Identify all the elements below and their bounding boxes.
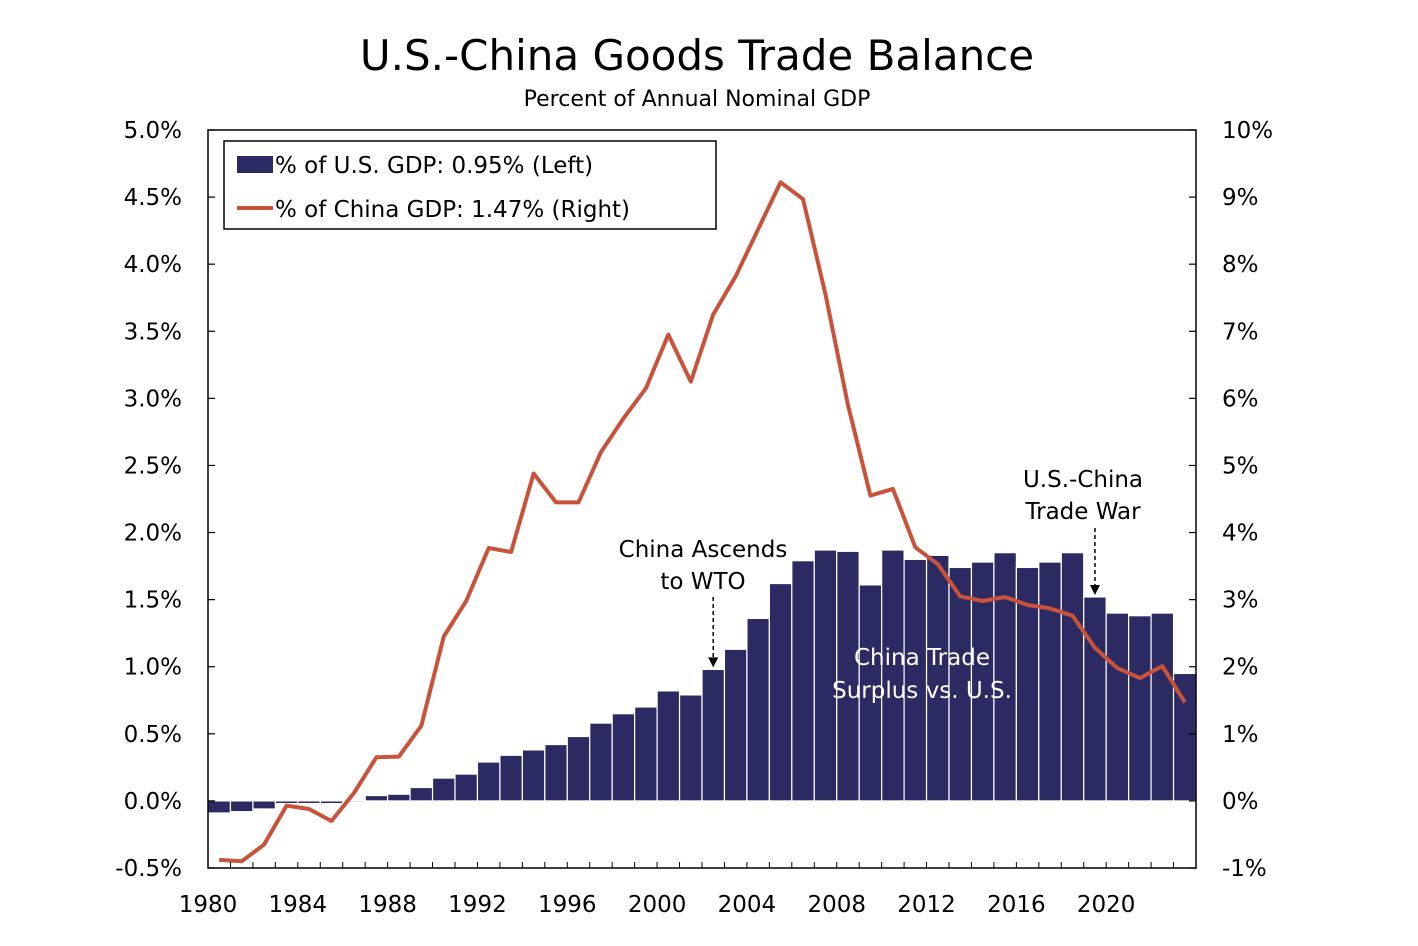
bar-1989 — [409, 786, 434, 802]
right-tick-label: 0% — [1222, 789, 1259, 815]
left-tick-label: 0.5% — [124, 722, 182, 748]
left-tick-label: 2.5% — [124, 453, 182, 479]
axes: -0.5% 0.0% 0.5% 1.0% 1.5% 2.0% 2.5% 3.0% 3.5% 4.0… — [115, 118, 1273, 918]
left-tick-label: 4.0% — [124, 252, 182, 278]
bar-1998 — [611, 713, 636, 802]
left-tick-label: 3.0% — [124, 386, 182, 412]
bar-1994 — [521, 749, 546, 802]
left-tick-label: 3.5% — [124, 319, 182, 345]
chart-title: U.S.-China Goods Trade Balance — [360, 31, 1034, 80]
x-tick-label: 1988 — [358, 892, 417, 918]
right-tick-label: 4% — [1222, 521, 1259, 547]
annotation-surplus-line1: China Trade — [854, 645, 990, 671]
bar-2015 — [993, 552, 1017, 802]
annotation-wto-line1: China Ascends — [619, 537, 788, 563]
bar-1982 — [252, 800, 276, 810]
left-tick-label: 4.5% — [124, 185, 182, 211]
left-tick-label: 2.0% — [124, 521, 182, 547]
bar-1988 — [387, 793, 411, 802]
bar-1995 — [544, 743, 568, 802]
bar-1986 — [342, 800, 366, 803]
annotation-tradewar-line1: U.S.-China — [1023, 467, 1143, 493]
chart-subtitle: Percent of Annual Nominal GDP — [524, 87, 871, 112]
bar-2000 — [656, 690, 681, 802]
left-tick-label: 1.0% — [124, 655, 182, 681]
annotation-tradewar-line2: Trade War — [1024, 499, 1141, 525]
bar-2019 — [1083, 596, 1107, 802]
right-tick-label: 1% — [1222, 722, 1259, 748]
bar-2018 — [1060, 552, 1085, 802]
bar-1984 — [297, 800, 321, 805]
annotations: China Ascends to WTO U.S.-China Trade War Ch… — [619, 467, 1143, 704]
bar-2005 — [768, 582, 793, 802]
x-tick-label: 1984 — [269, 892, 328, 918]
right-tick-label: 2% — [1222, 655, 1259, 681]
bar-2003 — [723, 648, 748, 802]
bar-1987 — [364, 794, 389, 802]
right-tick-label: 9% — [1222, 185, 1259, 211]
legend-label-china: % of China GDP: 1.47% (Right) — [275, 197, 630, 223]
x-tick-label: 1980 — [179, 892, 238, 918]
china-gdp-line — [219, 180, 1187, 864]
bar-2006 — [791, 560, 815, 802]
x-tick-label: 2016 — [987, 892, 1046, 918]
x-tick-label: 2020 — [1077, 892, 1136, 918]
annotation-tradewar-arrow-head — [1089, 584, 1100, 595]
bar-2017 — [1038, 561, 1062, 802]
legend-bar-swatch — [237, 156, 273, 173]
bar-1985 — [319, 800, 344, 805]
bar-2002 — [701, 668, 726, 802]
x-tick-label: 2004 — [718, 892, 777, 918]
bar-1996 — [566, 735, 591, 802]
annotation-wto-arrow-head — [708, 657, 719, 668]
bar-1990 — [431, 777, 456, 802]
plot-area — [207, 180, 1197, 864]
x-tick-label: 1992 — [448, 892, 507, 918]
right-tick-label: 8% — [1222, 252, 1259, 278]
legend-label-us: % of U.S. GDP: 0.95% (Left) — [275, 153, 593, 179]
bar-1993 — [499, 754, 523, 802]
annotation-wto-line2: to WTO — [660, 569, 745, 595]
legend-box — [223, 140, 717, 230]
left-tick-label: -0.5% — [115, 856, 182, 882]
bar-1983 — [274, 800, 299, 805]
bar-1992 — [476, 761, 501, 802]
bar-2004 — [746, 617, 770, 802]
bar-2007 — [813, 549, 838, 802]
left-tick-label: 0.0% — [124, 789, 182, 815]
x-tick-label: 2012 — [897, 892, 956, 918]
right-tick-label: -1% — [1222, 856, 1267, 882]
bar-1999 — [634, 706, 658, 802]
right-tick-label: 10% — [1222, 118, 1273, 144]
right-tick-label: 7% — [1222, 319, 1259, 345]
left-tick-label: 1.5% — [124, 588, 182, 614]
right-tick-label: 5% — [1222, 453, 1259, 479]
bar-1991 — [454, 773, 479, 802]
bar-2022 — [1150, 612, 1175, 802]
right-tick-label: 3% — [1222, 588, 1259, 614]
left-tick-label: 5.0% — [124, 118, 182, 144]
legend: % of U.S. GDP: 0.95% (Left) % of China GD… — [223, 140, 717, 230]
x-tick-label: 2008 — [807, 892, 866, 918]
bar-1981 — [229, 800, 254, 813]
bar-1980 — [207, 800, 232, 814]
bar-1997 — [589, 722, 613, 802]
right-tick-label: 6% — [1222, 386, 1259, 412]
bar-2008 — [836, 550, 860, 802]
bar-2010 — [881, 549, 905, 802]
bar-2021 — [1128, 615, 1152, 802]
x-tick-label: 1996 — [538, 892, 597, 918]
x-tick-label: 2000 — [628, 892, 687, 918]
bar-2020 — [1105, 612, 1130, 802]
bar-2001 — [678, 694, 703, 802]
annotation-surplus-line2: Surplus vs. U.S. — [832, 678, 1012, 704]
